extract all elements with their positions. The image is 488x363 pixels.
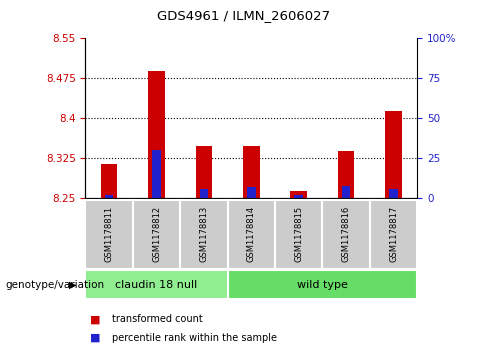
Bar: [227, 270, 417, 299]
Text: GSM1178813: GSM1178813: [200, 206, 208, 262]
Text: GSM1178811: GSM1178811: [104, 206, 114, 262]
Bar: [370, 200, 417, 269]
Text: GSM1178814: GSM1178814: [247, 206, 256, 262]
Bar: [342, 186, 350, 198]
Text: genotype/variation: genotype/variation: [5, 280, 104, 290]
Bar: [152, 150, 161, 198]
Text: wild type: wild type: [297, 280, 348, 290]
Bar: [389, 189, 398, 198]
Bar: [227, 200, 275, 269]
Text: GSM1178812: GSM1178812: [152, 206, 161, 262]
Bar: [85, 200, 133, 269]
Bar: [275, 200, 323, 269]
Text: GSM1178817: GSM1178817: [389, 206, 398, 262]
Bar: [200, 189, 208, 198]
Text: ■: ■: [90, 314, 101, 325]
Bar: [290, 191, 307, 198]
Bar: [385, 111, 402, 198]
Text: GDS4961 / ILMN_2606027: GDS4961 / ILMN_2606027: [158, 9, 330, 22]
Text: transformed count: transformed count: [112, 314, 203, 325]
Bar: [294, 195, 303, 198]
Text: percentile rank within the sample: percentile rank within the sample: [112, 333, 277, 343]
Bar: [148, 71, 165, 198]
Bar: [247, 187, 256, 198]
Text: ▶: ▶: [69, 280, 77, 290]
Bar: [85, 270, 227, 299]
Bar: [180, 200, 227, 269]
Bar: [196, 146, 212, 198]
Bar: [338, 151, 354, 198]
Text: GSM1178815: GSM1178815: [294, 206, 303, 262]
Bar: [243, 146, 260, 198]
Bar: [323, 200, 370, 269]
Text: claudin 18 null: claudin 18 null: [115, 280, 198, 290]
Bar: [101, 164, 118, 198]
Bar: [133, 200, 180, 269]
Text: GSM1178816: GSM1178816: [342, 206, 351, 262]
Bar: [105, 195, 113, 198]
Text: ■: ■: [90, 333, 101, 343]
